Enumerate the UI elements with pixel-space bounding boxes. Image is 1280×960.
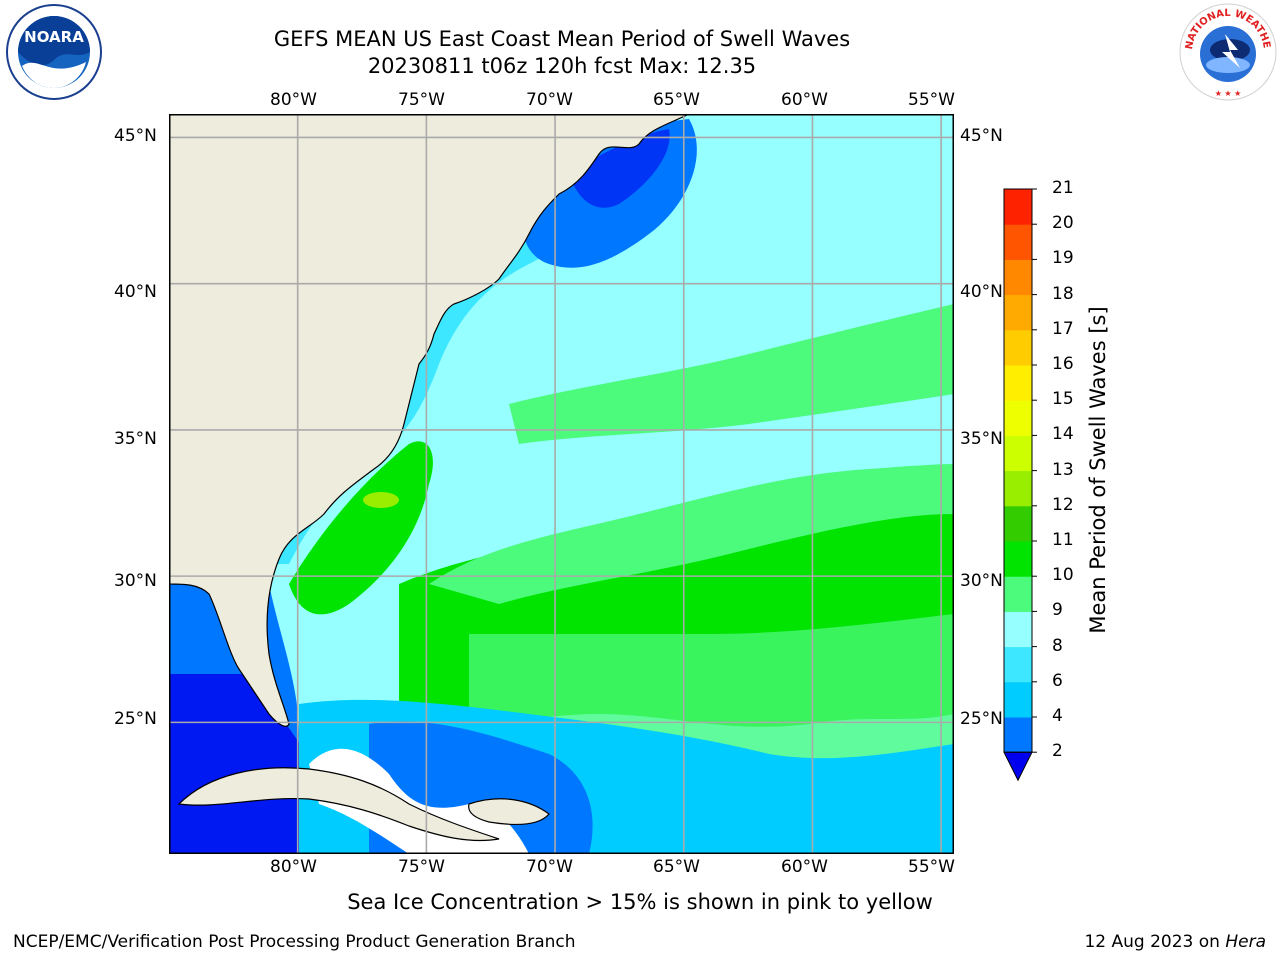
colorbar-segment bbox=[1004, 505, 1032, 542]
lon-label-bottom-70w: 70°W bbox=[526, 857, 573, 877]
lat-label-left-25n: 25°N bbox=[114, 709, 157, 729]
colorbar-segment bbox=[1004, 259, 1032, 296]
colorbar-segment bbox=[1004, 435, 1032, 472]
colorbar-tick-label: 4 bbox=[1052, 706, 1063, 726]
map-frame bbox=[169, 114, 954, 854]
lon-label-top-75w: 75°W bbox=[398, 90, 445, 110]
colorbar-segment bbox=[1004, 470, 1032, 507]
colorbar-tick-label: 9 bbox=[1052, 600, 1063, 621]
colorbar-tick-label: 16 bbox=[1052, 354, 1074, 374]
colorbar-tick-label: 2 bbox=[1052, 741, 1063, 762]
colorbar-tick-label: 6 bbox=[1052, 670, 1063, 691]
noaa-logo-text: NOARA bbox=[24, 28, 84, 46]
machine-name: Hera bbox=[1225, 932, 1266, 952]
colorbar-tick-label: 17 bbox=[1052, 318, 1074, 339]
colorbar bbox=[1003, 188, 1037, 782]
nws-logo: NATIONAL WEATHER SERVICE ★ ★ ★ bbox=[1178, 2, 1277, 101]
lat-label-left-35n: 35°N bbox=[114, 429, 157, 449]
colorbar-under-extension bbox=[1003, 751, 1033, 782]
land-hispaniola bbox=[468, 798, 550, 825]
colorbar-segment bbox=[1004, 611, 1032, 648]
period-2-shelf-nova-scotia bbox=[569, 129, 670, 208]
colorbar-tick-label: 8 bbox=[1052, 635, 1063, 656]
lat-label-left-40n: 40°N bbox=[114, 282, 157, 302]
colorbar-title: Mean Period of Swell Waves [s] bbox=[1086, 306, 1110, 634]
colorbar-segment bbox=[1004, 189, 1032, 225]
lat-label-left-45n: 45°N bbox=[114, 126, 157, 146]
colorbar-segment bbox=[1004, 400, 1032, 436]
figure-title: GEFS MEAN US East Coast Mean Period of S… bbox=[273, 27, 851, 51]
wave-period-map bbox=[169, 114, 954, 854]
lat-label-left-30n: 30°N bbox=[114, 571, 157, 591]
date-line: 12 Aug 2023 on Hera bbox=[1084, 932, 1266, 952]
graticule bbox=[169, 114, 954, 854]
lat-label-right-35n: 35°N bbox=[960, 429, 1003, 449]
lat-label-right-40n: 40°N bbox=[960, 282, 1003, 302]
period-10-12-carolinas bbox=[289, 441, 433, 615]
colorbar-segment bbox=[1004, 365, 1032, 401]
lon-label-bottom-80w: 80°W bbox=[270, 857, 317, 877]
colorbar-segment bbox=[1004, 681, 1032, 718]
svg-text:★ ★ ★: ★ ★ ★ bbox=[1215, 89, 1242, 98]
no-data-bahamas bbox=[309, 748, 529, 854]
colorbar-segment bbox=[1004, 576, 1032, 612]
lon-label-top-70w: 70°W bbox=[526, 90, 573, 110]
colorbar-segment bbox=[1004, 717, 1032, 753]
lon-label-top-80w: 80°W bbox=[270, 90, 317, 110]
colorbar-tick-label: 11 bbox=[1052, 530, 1074, 550]
sea-ice-note: Sea Ice Concentration > 15% is shown in … bbox=[347, 890, 933, 914]
lon-label-bottom-55w: 55°W bbox=[908, 857, 955, 877]
colorbar-tick-label: 10 bbox=[1052, 565, 1074, 586]
lon-label-top-55w: 55°W bbox=[908, 90, 955, 110]
colorbar-segment bbox=[1004, 541, 1032, 577]
colorbar-tick-label: 20 bbox=[1052, 213, 1074, 234]
lon-label-bottom-60w: 60°W bbox=[781, 857, 828, 877]
colorbar-segment bbox=[1004, 646, 1032, 683]
lat-label-right-25n: 25°N bbox=[960, 709, 1003, 729]
colorbar-tick-label: 19 bbox=[1052, 248, 1074, 269]
colorbar-tick-label: 12 bbox=[1052, 494, 1074, 515]
figure-subtitle: 20230811 t06z 120h fcst Max: 12.35 bbox=[367, 54, 757, 78]
colorbar-segment bbox=[1004, 294, 1032, 331]
colorbar-tick-label: 15 bbox=[1052, 389, 1074, 410]
credit-line: NCEP/EMC/Verification Post Processing Pr… bbox=[13, 932, 576, 952]
lat-label-right-45n: 45°N bbox=[960, 126, 1003, 146]
colorbar-segment bbox=[1004, 329, 1032, 366]
lon-label-bottom-65w: 65°W bbox=[653, 857, 700, 877]
colorbar-segment bbox=[1004, 224, 1032, 260]
land-north-america bbox=[169, 114, 690, 727]
period-9-10-north bbox=[509, 304, 954, 444]
lat-label-right-30n: 30°N bbox=[960, 571, 1003, 591]
period-12-peak bbox=[363, 492, 399, 508]
colorbar-tick-label: 21 bbox=[1052, 178, 1074, 198]
date-text: 12 Aug 2023 on bbox=[1084, 932, 1220, 952]
lon-label-top-65w: 65°W bbox=[653, 90, 700, 110]
lon-label-bottom-75w: 75°W bbox=[398, 857, 445, 877]
noaa-logo: NOARA bbox=[6, 4, 102, 100]
period-9-10-area bbox=[429, 464, 954, 604]
lon-label-top-60w: 60°W bbox=[781, 90, 828, 110]
period-2-gulf-core bbox=[169, 674, 339, 854]
colorbar-tick-label: 13 bbox=[1052, 459, 1074, 480]
colorbar-tick-label: 18 bbox=[1052, 283, 1074, 304]
colorbar-tick-label: 14 bbox=[1052, 424, 1074, 445]
land-cuba bbox=[177, 767, 500, 842]
